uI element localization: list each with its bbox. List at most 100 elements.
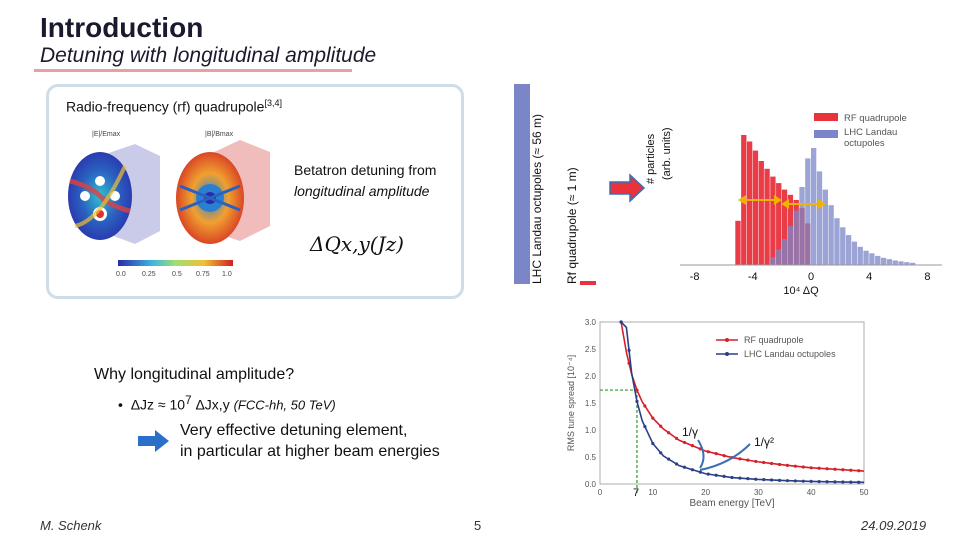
data-point <box>738 457 742 461</box>
histogram-ylabel-1: # particles <box>645 133 657 184</box>
data-point <box>785 463 790 467</box>
data-point <box>841 468 845 472</box>
data-point <box>698 470 702 474</box>
detuning-formula: ΔQx,y(Jz) <box>310 232 404 256</box>
histogram-bar <box>845 235 852 265</box>
annotation-pointer <box>699 443 751 471</box>
energy-y-tick: 3.0 <box>585 318 597 327</box>
data-point <box>730 475 734 480</box>
data-point <box>674 436 679 440</box>
data-point <box>643 424 647 429</box>
histogram-bar <box>834 218 840 265</box>
betatron-description: Betatron detuning from longitudinal ampl… <box>294 160 444 202</box>
annotation-inv-gamma-sq: 1/γ² <box>754 435 774 449</box>
data-point <box>801 465 805 469</box>
data-point <box>754 477 758 481</box>
tune-spread-arrow-lhc <box>781 199 826 209</box>
colorbar-tick: 0.0 <box>116 271 126 278</box>
data-point <box>777 462 782 467</box>
annotation-inv-gamma: 1/γ <box>682 425 698 439</box>
histogram-x-tick: -8 <box>690 271 700 283</box>
bullet-exponent: 7 <box>185 394 192 407</box>
colorbar-tick: 0.75 <box>196 271 210 278</box>
data-point <box>722 453 726 458</box>
histogram-bar <box>793 210 799 265</box>
histogram-bar <box>799 187 805 265</box>
data-point <box>857 469 861 473</box>
histogram-bar <box>776 249 782 265</box>
data-point <box>706 450 710 454</box>
histogram-bar <box>787 226 794 265</box>
histogram-x-tick: 0 <box>808 271 814 283</box>
rf-quadrupole-length-label: Rf quadrupole (≈ 1 m) <box>565 167 579 284</box>
histogram-bar <box>851 241 858 265</box>
energy-legend-lhc: LHC Landau octupoles <box>744 349 836 359</box>
data-point <box>801 479 805 483</box>
data-point <box>714 473 718 477</box>
histogram-bar <box>752 150 759 265</box>
legend-lhc-label: LHC Landau octupoles <box>844 127 897 149</box>
energy-ylabel: RMS tune spread [10⁻⁴] <box>566 355 576 451</box>
data-point <box>777 478 782 482</box>
energy-legend: RF quadrupole LHC Landau octupoles <box>716 335 836 359</box>
conclusion-line-1: Very effective detuning element, <box>180 422 408 439</box>
data-point <box>770 461 774 466</box>
energy-y-tick: 1.0 <box>585 426 597 435</box>
conclusion-line-2: in particular at higher beam energies <box>180 443 440 460</box>
title-underline <box>34 69 352 72</box>
data-point <box>817 479 821 484</box>
data-point <box>809 466 813 470</box>
data-point <box>706 472 710 476</box>
data-point <box>841 480 845 484</box>
legend-lhc-line: octupoles <box>844 138 885 149</box>
slide-title: Introduction <box>40 12 204 43</box>
histogram-x-tick: 8 <box>924 271 930 283</box>
histogram-bar <box>898 261 904 265</box>
histogram-bar <box>857 246 863 265</box>
field-label-e: |E|/Emax <box>92 131 121 138</box>
rf-heading: Radio-frequency (rf) quadrupole[3,4] <box>66 98 282 115</box>
histogram-bar <box>892 260 898 265</box>
data-point <box>793 479 797 483</box>
legend-swatch-lhc <box>814 130 838 138</box>
energy-y-tick: 0.5 <box>585 453 597 462</box>
histogram-bar <box>770 257 776 265</box>
energy-x-tick: 50 <box>860 488 869 497</box>
data-point <box>682 465 687 469</box>
histogram-bar <box>840 227 846 265</box>
histogram-bar <box>875 255 881 265</box>
right-arrow-icon <box>138 430 169 452</box>
data-point <box>857 480 861 484</box>
rf-heading-ref: [3,4] <box>264 98 282 108</box>
bullet-delta-j: • ΔJz ≈ 107 ΔJx,y (FCC-hh, 50 TeV) <box>118 394 336 413</box>
right-arrow-icon <box>609 173 646 203</box>
histogram-bar <box>758 161 764 265</box>
histogram-bar <box>770 176 776 265</box>
data-point <box>825 467 829 471</box>
data-point <box>635 388 639 392</box>
data-point <box>643 404 647 408</box>
data-point <box>817 466 821 470</box>
histogram-bar <box>886 259 893 265</box>
footer-date: 24.09.2019 <box>861 518 927 533</box>
data-point <box>690 444 694 448</box>
energy-y-tick: 2.5 <box>585 345 597 354</box>
data-point <box>722 474 726 478</box>
footer-page-number: 5 <box>474 518 482 533</box>
data-point <box>746 477 750 481</box>
histogram-bar <box>776 183 782 265</box>
energy-x-tick: 30 <box>754 488 763 497</box>
colorbar <box>118 260 233 266</box>
data-point <box>770 478 774 482</box>
histogram-bar <box>869 253 875 265</box>
energy-y-tick: 0.0 <box>585 480 597 489</box>
data-point <box>714 452 718 456</box>
histogram-bar <box>909 262 916 265</box>
legend-lhc-line: LHC Landau <box>844 127 897 138</box>
data-point <box>825 480 829 484</box>
legend-rf-label: RF quadrupole <box>844 113 907 124</box>
energy-x-tick: 40 <box>807 488 816 497</box>
histogram-bar <box>822 189 828 265</box>
data-point <box>762 460 766 465</box>
betatron-emphasis: longitudinal amplitude <box>294 183 430 199</box>
